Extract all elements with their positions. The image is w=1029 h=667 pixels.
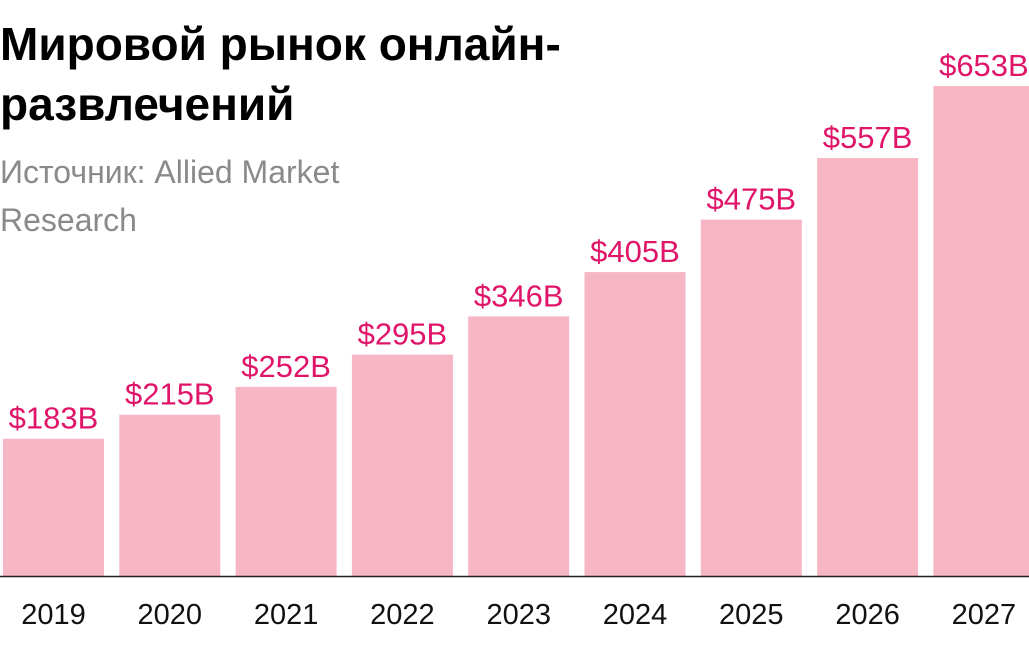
- chart-title: Мировой рынок онлайн-развлечений: [0, 18, 561, 130]
- value-label-2019: $183B: [9, 401, 99, 436]
- bar-2025: [700, 219, 802, 576]
- bar-2024: [584, 272, 686, 576]
- x-tick-label-2027: 2027: [952, 599, 1017, 631]
- value-label-2027: $653B: [939, 48, 1029, 83]
- value-labels-group: $183B $215B $252B $295B $346B $405B $475B $557B…: [9, 48, 1029, 436]
- value-label-2025: $475B: [706, 182, 796, 217]
- x-tick-label-2021: 2021: [254, 599, 319, 631]
- bars-group: [3, 86, 1029, 576]
- bar-2027: [933, 86, 1029, 576]
- x-tick-label-2023: 2023: [486, 599, 551, 631]
- x-tick-label-2026: 2026: [835, 599, 900, 631]
- bar-2020: [119, 414, 221, 576]
- value-label-2021: $252B: [241, 349, 331, 384]
- x-tick-labels-group: 2019 2020 2021 2022 2023 2024 2025 2026 2027: [21, 599, 1016, 631]
- bar-2023: [468, 316, 570, 576]
- value-label-2020: $215B: [125, 377, 215, 412]
- value-label-2024: $405B: [590, 234, 680, 269]
- bar-2021: [235, 386, 337, 576]
- bar-2019: [3, 438, 104, 576]
- x-tick-label-2022: 2022: [370, 599, 435, 631]
- x-tick-label-2024: 2024: [603, 599, 668, 631]
- bar-2026: [817, 158, 919, 576]
- x-tick-label-2020: 2020: [138, 599, 203, 631]
- x-tick-label-2019: 2019: [21, 599, 86, 631]
- value-label-2026: $557B: [823, 120, 913, 155]
- value-label-2022: $295B: [358, 317, 448, 352]
- x-tick-label-2025: 2025: [719, 599, 784, 631]
- value-label-2023: $346B: [474, 278, 564, 313]
- chart-source: Источник: Allied Market Research: [0, 154, 340, 238]
- bar-2022: [351, 354, 453, 576]
